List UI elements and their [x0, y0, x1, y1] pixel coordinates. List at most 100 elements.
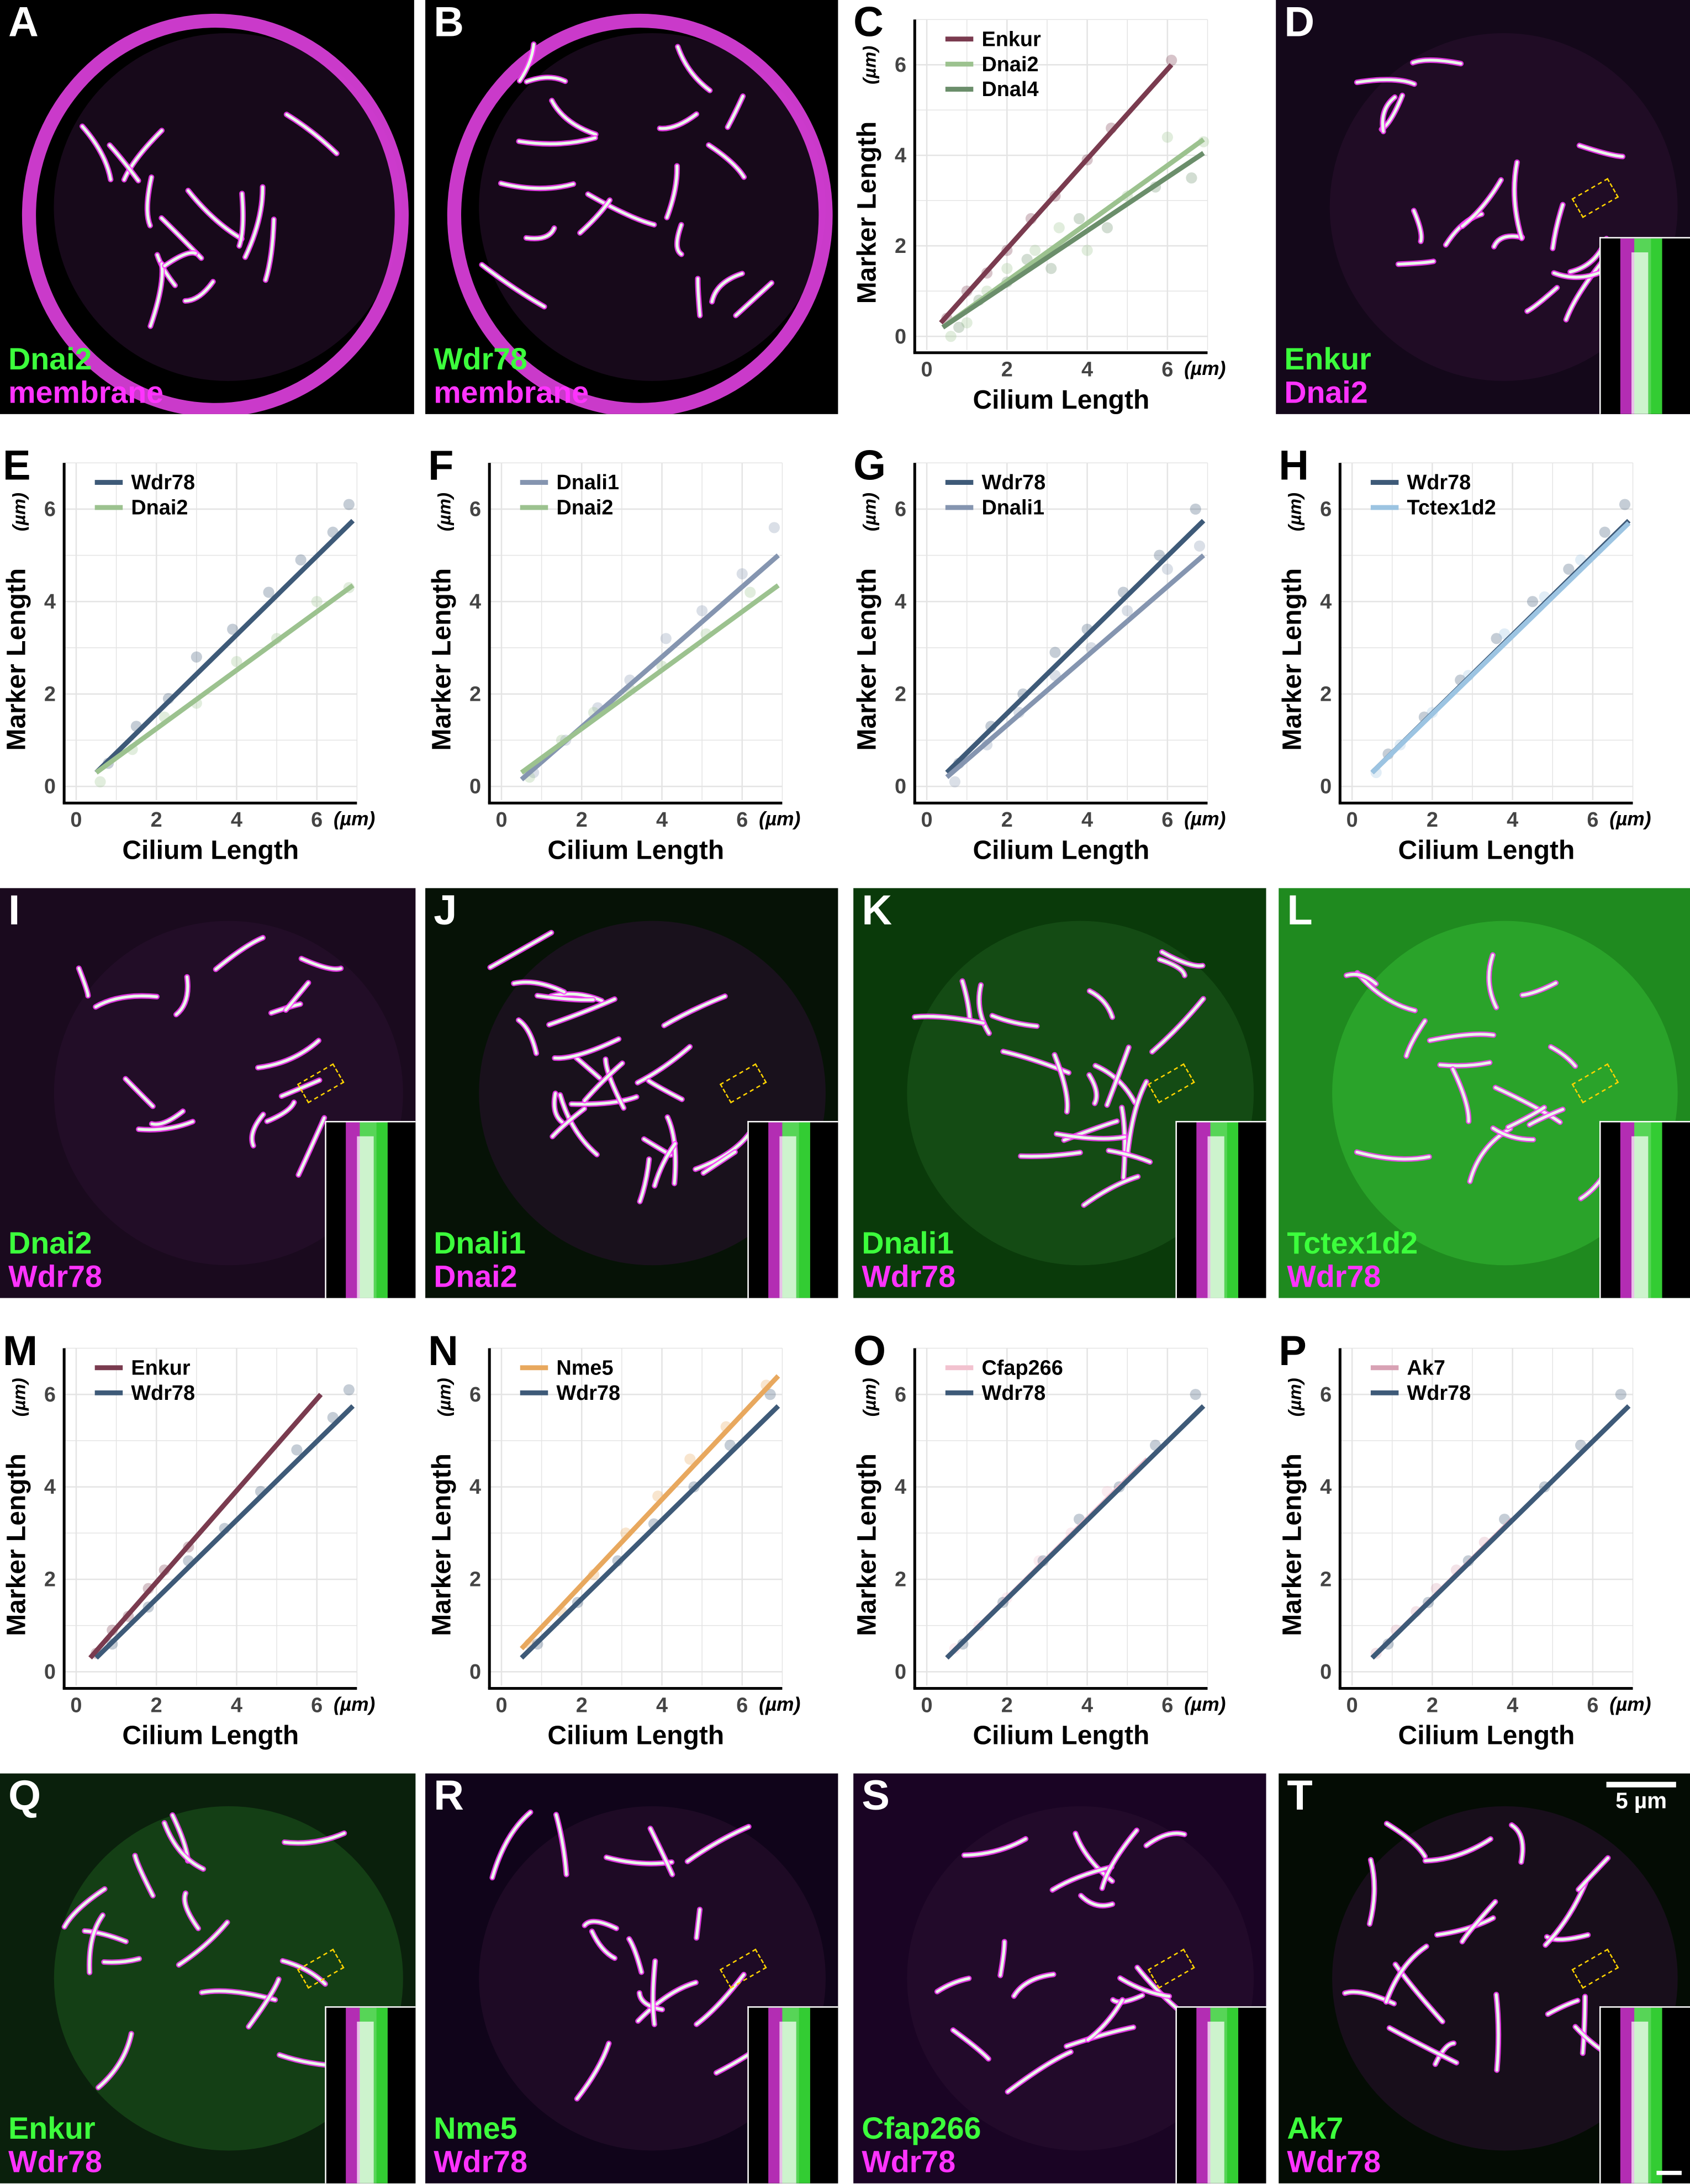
x-tick-label: 0 [495, 1694, 507, 1717]
y-tick-label: 2 [469, 683, 481, 706]
y-unit-label: (µm) [1285, 1378, 1305, 1416]
y-tick-label: 6 [44, 498, 56, 521]
x-tick-label: 0 [1346, 808, 1358, 832]
data-point-dnali1 [660, 633, 672, 644]
scatter-chart-f: 0 2 4 6 0 2 4 6 (µm) Cilium Length Marker Length (µ… [425, 443, 843, 876]
y-tick-label: 6 [1320, 1383, 1332, 1406]
channel-label-green: Nme5 [434, 2111, 517, 2146]
channel-label-magenta: Wdr78 [8, 1258, 102, 1294]
legend-label: Dnai2 [981, 53, 1038, 76]
y-tick-label: 0 [895, 775, 906, 798]
scale-bar-line [1606, 1781, 1676, 1788]
x-tick-label: 2 [1001, 358, 1013, 382]
y-unit-label: (µm) [859, 493, 880, 531]
x-tick-label: 0 [1346, 1694, 1358, 1717]
x-tick-label: 6 [1161, 358, 1173, 382]
y-tick-label: 4 [895, 590, 906, 614]
scatter-chart-h: 0 2 4 6 0 2 4 6 (µm) Cilium Length Marker Length (µ… [1276, 443, 1690, 876]
data-point-wdr78 [1619, 499, 1631, 510]
zoom-inset [325, 2006, 416, 2183]
x-tick-label: 6 [1587, 808, 1598, 832]
panel-letter: G [853, 443, 886, 490]
data-point-dnai2 [1001, 263, 1013, 274]
x-tick-label: 4 [1081, 1694, 1093, 1717]
x-tick-label: 2 [151, 808, 162, 832]
panel-letter: Q [8, 1773, 41, 1820]
data-point-wdr78 [291, 1444, 303, 1456]
x-axis-title: Cilium Length [973, 1721, 1149, 1751]
x-tick-label: 6 [1587, 1694, 1598, 1717]
y-tick-label: 2 [1320, 1568, 1332, 1591]
data-point-dnai2 [1029, 245, 1041, 256]
x-tick-label: 2 [1427, 808, 1438, 832]
channel-label-magenta: Dnai2 [1284, 375, 1368, 410]
fit-line-dnali1 [945, 553, 1206, 779]
fit-line-enkur [939, 63, 1174, 325]
micrograph-panel-l: L Tctex1d2 Wdr78 [1279, 888, 1690, 1298]
data-point-dnai2 [1053, 222, 1065, 234]
channel-label-magenta: Wdr78 [862, 1258, 956, 1294]
y-tick-label: 4 [1320, 1476, 1332, 1499]
channel-label-magenta: Wdr78 [862, 2144, 956, 2180]
y-axis-title: Marker Length [1278, 568, 1307, 751]
x-tick-label: 2 [1001, 1694, 1013, 1717]
x-unit-label: (µm) [1184, 358, 1226, 379]
data-point-dnali1 [1161, 563, 1173, 575]
micrograph-panel-j: J Dnali1 Dnai2 [425, 888, 838, 1298]
panel-letter: B [434, 0, 464, 46]
legend-label: Ak7 [1407, 1356, 1445, 1379]
y-tick-label: 2 [895, 1568, 906, 1591]
channel-label-green: Tctex1d2 [1287, 1225, 1418, 1261]
fit-line-wdr78 [94, 519, 355, 775]
legend-label: Wdr78 [1407, 1382, 1471, 1405]
y-tick-label: 6 [44, 1383, 56, 1406]
y-tick-label: 0 [469, 775, 481, 798]
micrograph-image [907, 921, 1254, 1266]
x-tick-label: 0 [921, 358, 933, 382]
x-tick-label: 6 [736, 1694, 748, 1717]
zoom-inset [1599, 237, 1690, 414]
legend-label: Wdr78 [131, 1382, 195, 1405]
x-tick-label: 0 [70, 1694, 82, 1717]
fit-line-enkur [88, 1393, 323, 1660]
channel-label-green: Enkur [1284, 341, 1371, 377]
legend-label: Wdr78 [556, 1382, 620, 1405]
x-axis-title: Cilium Length [973, 385, 1149, 415]
y-tick-label: 6 [895, 1383, 906, 1406]
zoom-inset [1599, 1120, 1690, 1298]
micrograph-panel-r: R Nme5 Wdr78 [425, 1773, 838, 2183]
x-tick-label: 4 [1081, 808, 1093, 832]
x-unit-label: (µm) [1609, 808, 1651, 830]
y-tick-label: 0 [1320, 1661, 1332, 1684]
micrograph-panel-b: B Wdr78 membrane [425, 0, 838, 414]
x-tick-label: 4 [1507, 808, 1518, 832]
y-axis-title: Marker Length [853, 568, 882, 751]
channel-label-green: Dnai2 [8, 1225, 92, 1261]
channel-label-green: Enkur [8, 2111, 96, 2146]
fit-line-wdr78 [94, 1404, 355, 1660]
x-tick-label: 0 [495, 808, 507, 832]
legend-label: Wdr78 [131, 471, 195, 494]
panel-letter: K [862, 888, 892, 934]
x-tick-label: 4 [231, 808, 242, 832]
data-point-dnai2 [945, 331, 957, 342]
panel-letter: R [434, 1773, 464, 1820]
channel-label-green: Cfap266 [862, 2111, 981, 2146]
fit-line-wdr78 [1370, 1404, 1631, 1660]
panel-letter: E [3, 443, 31, 490]
fit-line-wdr78 [945, 1404, 1206, 1660]
data-point-nme5 [684, 1453, 696, 1465]
channel-label-magenta: membrane [8, 375, 164, 410]
scatter-chart-o: 0 2 4 6 0 2 4 6 (µm) Cilium Length Marker Length (µ… [851, 1329, 1269, 1761]
channel-label-magenta: Wdr78 [8, 2144, 102, 2180]
y-tick-label: 4 [44, 590, 56, 614]
data-point-wdr78 [1599, 526, 1610, 538]
y-unit-label: (µm) [8, 493, 29, 531]
y-tick-label: 0 [44, 1661, 56, 1684]
x-tick-label: 2 [1001, 808, 1013, 832]
data-point-dnai2 [231, 656, 242, 668]
y-unit-label: (µm) [434, 1378, 455, 1416]
fit-line-tctex1d2 [1370, 521, 1631, 775]
y-axis-title: Marker Length [427, 568, 457, 751]
data-point-dnal4 [1045, 263, 1057, 274]
